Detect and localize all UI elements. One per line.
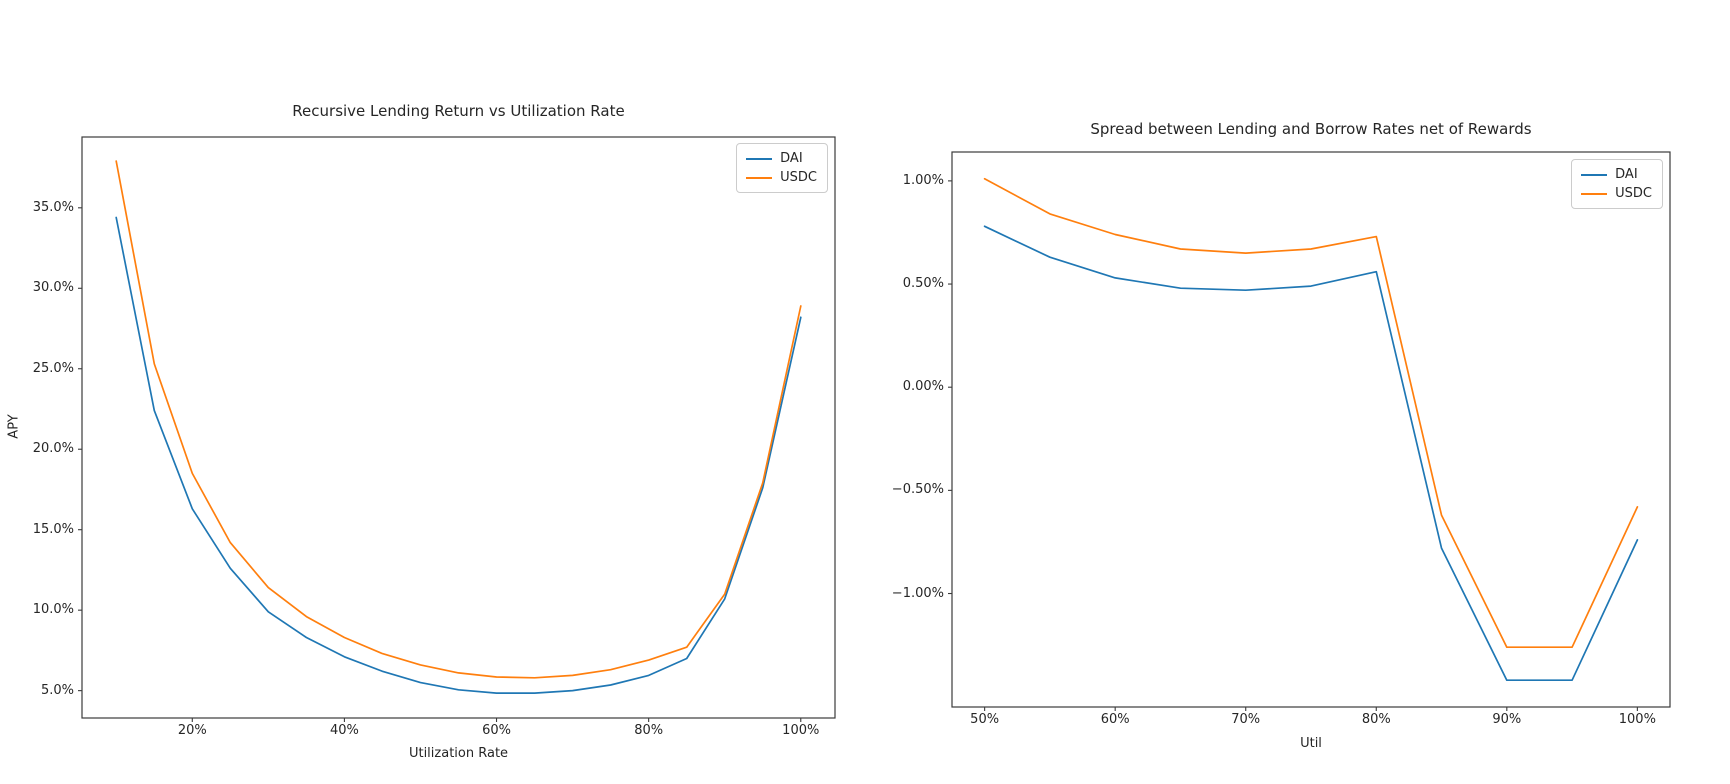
x-tick-label: 50% [970, 712, 1000, 727]
legend-entry: USDC [1581, 184, 1652, 203]
y-tick-label: 25.0% [32, 360, 74, 376]
legend-label: DAI [780, 151, 803, 166]
plot-spines [951, 151, 1671, 708]
x-tick-label: 100% [1618, 712, 1656, 727]
x-axis-label: Utilization Rate [408, 746, 509, 761]
y-tick-label: 30.0% [32, 280, 74, 296]
usdc-legend-swatch [1581, 192, 1608, 195]
legend: DAI USDC [736, 143, 828, 193]
recursive-lending-plot-area [78, 136, 836, 722]
y-tick-label: −0.50% [891, 482, 944, 498]
y-tick-label: 10.0% [32, 602, 74, 618]
usdc-line [983, 177, 1639, 649]
x-tick-label: 80% [634, 723, 664, 738]
y-tick-label: 20.0% [32, 441, 74, 457]
legend: DAI USDC [1571, 159, 1663, 209]
y-tick-label: 15.0% [32, 521, 74, 537]
x-tick-label: 60% [1100, 712, 1130, 727]
x-tick-label: 100% [782, 723, 820, 738]
usdc-legend-swatch [746, 176, 773, 179]
x-tick-label: 60% [482, 723, 511, 738]
x-axis-label: Util [1300, 736, 1322, 751]
legend-entry: USDC [746, 168, 817, 187]
x-tick-label: 90% [1492, 712, 1522, 727]
y-tick-label: 5.0% [40, 682, 74, 698]
x-tick-label: 20% [177, 723, 207, 738]
legend-label: DAI [1615, 167, 1638, 182]
dai-line [983, 225, 1639, 682]
plot-spines [81, 136, 836, 719]
x-tick-label: 40% [329, 723, 359, 738]
dai-legend-swatch [1581, 173, 1608, 176]
x-tick-label: 70% [1231, 712, 1261, 727]
x-tick-label: 80% [1361, 712, 1391, 727]
dai-line [115, 216, 802, 694]
y-tick-label: 0.50% [902, 276, 944, 292]
legend-entry: DAI [1581, 165, 1652, 184]
usdc-line [115, 160, 802, 679]
chart-title: Recursive Lending Return vs Utilization … [292, 102, 625, 120]
y-tick-label: 0.00% [902, 379, 944, 395]
y-tick-label: 1.00% [902, 172, 944, 188]
legend-label: USDC [780, 170, 817, 185]
legend-entry: DAI [746, 149, 817, 168]
y-tick-label: 35.0% [32, 199, 74, 215]
spread-plot-area [948, 151, 1671, 711]
chart-title: Spread between Lending and Borrow Rates … [1090, 120, 1532, 138]
y-tick-label: −1.00% [891, 585, 944, 601]
legend-label: USDC [1615, 186, 1652, 201]
dai-legend-swatch [746, 157, 773, 160]
